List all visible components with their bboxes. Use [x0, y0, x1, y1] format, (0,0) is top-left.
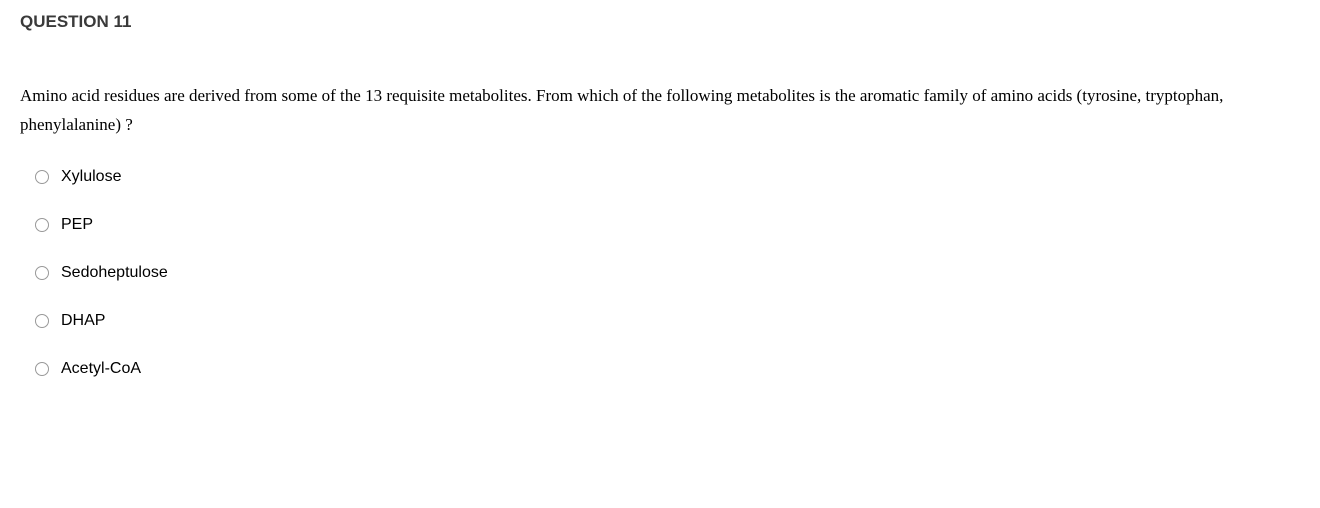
question-text: Amino acid residues are derived from som… — [20, 82, 1300, 140]
option-label[interactable]: DHAP — [61, 312, 105, 330]
option-row[interactable]: Sedoheptulose — [35, 264, 1300, 282]
radio-icon[interactable] — [35, 170, 49, 184]
radio-icon[interactable] — [35, 362, 49, 376]
option-row[interactable]: Xylulose — [35, 168, 1300, 186]
options-group: Xylulose PEP Sedoheptulose DHAP Acetyl-C… — [20, 168, 1300, 378]
radio-icon[interactable] — [35, 218, 49, 232]
radio-icon[interactable] — [35, 314, 49, 328]
option-row[interactable]: PEP — [35, 216, 1300, 234]
option-label[interactable]: Acetyl-CoA — [61, 360, 141, 378]
radio-icon[interactable] — [35, 266, 49, 280]
option-label[interactable]: PEP — [61, 216, 93, 234]
question-title: QUESTION 11 — [20, 12, 1300, 32]
option-row[interactable]: DHAP — [35, 312, 1300, 330]
option-label[interactable]: Xylulose — [61, 168, 121, 186]
option-label[interactable]: Sedoheptulose — [61, 264, 168, 282]
option-row[interactable]: Acetyl-CoA — [35, 360, 1300, 378]
